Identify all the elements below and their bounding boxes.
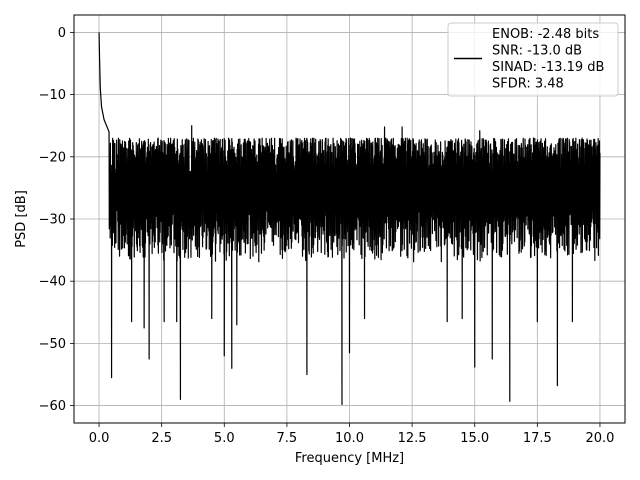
y-tick-label: −40 bbox=[39, 275, 66, 290]
x-tick-label: 12.5 bbox=[398, 431, 427, 446]
legend: ENOB: -2.48 bits SNR: -13.0 dB SINAD: -1… bbox=[447, 22, 619, 97]
x-tick-label: 2.5 bbox=[151, 431, 172, 446]
x-tick-label: 7.5 bbox=[277, 431, 298, 446]
y-tick-label: 0 bbox=[58, 26, 66, 41]
series-group bbox=[98, 32, 601, 405]
legend-text-snr: SNR: -13.0 dB bbox=[492, 44, 582, 59]
legend-text-sfdr: SFDR: 3.48 bbox=[492, 77, 564, 92]
x-tick-label: 20.0 bbox=[585, 431, 614, 446]
legend-text-sinad: SINAD: -13.19 dB bbox=[492, 60, 604, 75]
y-axis-label: PSD [dB] bbox=[14, 190, 29, 248]
y-tick-label: −60 bbox=[39, 399, 66, 414]
psd-series-line bbox=[98, 32, 601, 405]
x-tick-label: 15.0 bbox=[460, 431, 489, 446]
x-tick-label: 5.0 bbox=[214, 431, 235, 446]
legend-box bbox=[447, 22, 619, 97]
x-tick-label: 0.0 bbox=[89, 431, 110, 446]
y-ticks: 0 −10 −20 −30 −40 −50 −60 bbox=[39, 26, 74, 414]
y-tick-label: −10 bbox=[39, 88, 66, 103]
x-tick-label: 10.0 bbox=[335, 431, 364, 446]
legend-text-enob: ENOB: -2.48 bits bbox=[492, 27, 599, 42]
x-ticks: 0.0 2.5 5.0 7.5 10.0 12.5 15.0 17.5 20.0 bbox=[89, 423, 614, 446]
y-tick-label: −20 bbox=[39, 150, 66, 165]
y-tick-label: −30 bbox=[39, 213, 66, 228]
y-tick-label: −50 bbox=[39, 337, 66, 352]
x-tick-label: 17.5 bbox=[523, 431, 552, 446]
x-axis-label: Frequency [MHz] bbox=[295, 451, 404, 466]
